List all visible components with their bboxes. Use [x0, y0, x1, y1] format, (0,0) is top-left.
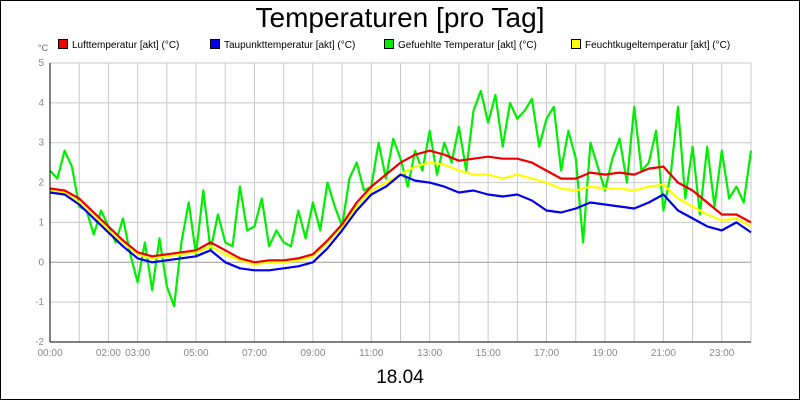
legend-item-gefuehlte-temperatur: Gefuehlte Temperatur [akt] (°C)	[384, 39, 537, 51]
x-tick-label: 05:00	[184, 348, 209, 359]
legend-swatch-green	[384, 39, 394, 49]
legend-swatch-red	[58, 39, 68, 49]
legend-swatch-blue	[210, 39, 220, 49]
grid-lines	[49, 62, 752, 343]
y-axis-unit-label: °C	[38, 43, 49, 53]
y-tick-label: -1	[35, 297, 44, 308]
y-tick-label: 0	[38, 257, 44, 268]
y-tick-label: -2	[35, 337, 44, 348]
series-line	[49, 149, 752, 264]
x-tick-label: 07:00	[242, 348, 267, 359]
x-tick-label: 21:00	[651, 348, 676, 359]
y-tick-label: 1	[38, 217, 44, 228]
y-tick-label: 4	[38, 98, 44, 109]
series-line	[49, 173, 752, 272]
x-tick-label: 23:00	[709, 348, 734, 359]
legend-label: Feuchtkugeltemperatur [akt] (°C)	[585, 40, 731, 51]
x-tick-label: 00:00	[37, 348, 62, 359]
legend-label: Lufttemperatur [akt] (°C)	[72, 40, 180, 51]
x-tick-label: 17:00	[534, 348, 559, 359]
x-tick-label: 09:00	[300, 348, 325, 359]
legend-item-taupunkttemperatur: Taupunkttemperatur [akt] (°C)	[210, 39, 355, 51]
x-tick-label: 13:00	[417, 348, 442, 359]
date-label: 18.04	[376, 367, 424, 388]
x-tick-label: 15:00	[476, 348, 501, 359]
tick-labels: -2 -1 0 1 2 3 4 5 00:00 02:00 03:00 05:00 07:00 09:00…	[35, 58, 735, 359]
x-tick-label: 02:00	[96, 348, 121, 359]
series-lines	[49, 89, 753, 308]
legend-item-lufttemperatur: Lufttemperatur [akt] (°C)	[58, 39, 179, 51]
chart-title: Temperaturen [pro Tag]	[255, 2, 545, 33]
axes	[49, 63, 751, 343]
y-tick-label: 3	[38, 138, 44, 149]
x-tick-label: 19:00	[592, 348, 617, 359]
y-tick-label: 2	[38, 178, 44, 189]
x-tick-label: 11:00	[359, 348, 384, 359]
y-tick-label: 5	[38, 58, 44, 69]
legend-swatch-yellow	[571, 39, 581, 49]
x-tick-label: 03:00	[125, 348, 150, 359]
series-line	[49, 89, 753, 308]
legend-label: Taupunkttemperatur [akt] (°C)	[224, 40, 356, 51]
legend-item-feuchtkugeltemperatur: Feuchtkugeltemperatur [akt] (°C)	[571, 39, 730, 51]
legend-label: Gefuehlte Temperatur [akt] (°C)	[398, 40, 537, 51]
